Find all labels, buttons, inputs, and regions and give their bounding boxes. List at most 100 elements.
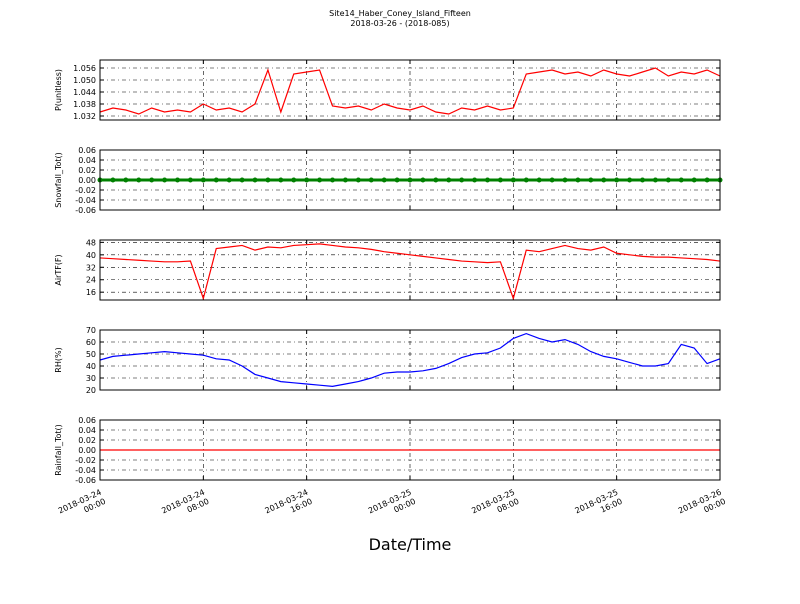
y-tick-label: 0.06 — [78, 416, 96, 425]
y-tick-label: 0.06 — [78, 146, 96, 155]
chart-title: Site14_Haber_Coney_Island_Fifteen — [329, 9, 471, 18]
y-tick-label: -0.02 — [75, 456, 96, 465]
data-point — [497, 177, 503, 183]
x-tick-label: 2018-03-2516:00 — [574, 488, 624, 525]
y-axis-label: Rainfall_Tot() — [54, 424, 63, 476]
y-tick-label: 1.032 — [73, 112, 96, 121]
y-tick-label: 1.044 — [73, 88, 96, 97]
data-point — [278, 177, 284, 183]
y-tick-label: 20 — [86, 386, 96, 395]
data-point — [678, 177, 684, 183]
data-point — [549, 177, 555, 183]
data-point — [485, 177, 490, 183]
data-line — [99, 67, 721, 115]
y-tick-label: 50 — [86, 350, 96, 359]
data-point — [291, 177, 297, 183]
data-point — [330, 177, 335, 183]
chart-subtitle: 2018-03-26 - (2018-085) — [350, 19, 449, 28]
data-line — [99, 332, 721, 388]
x-tick-label: 2018-03-2600:00 — [677, 488, 727, 525]
data-point — [459, 177, 465, 183]
y-tick-label: -0.04 — [75, 196, 96, 205]
y-tick-label: 0.00 — [78, 446, 96, 455]
data-point — [149, 177, 155, 183]
data-point — [562, 177, 568, 183]
y-axis-label: Snowfall_Tot() — [54, 152, 63, 208]
x-tick-label: 2018-03-2416:00 — [264, 488, 314, 525]
plot-frame — [99, 59, 721, 121]
data-point — [575, 177, 581, 183]
data-point — [355, 177, 361, 183]
data-point — [136, 177, 142, 183]
data-point — [252, 177, 258, 183]
y-tick-label: 32 — [86, 263, 96, 272]
y-tick-label: -0.02 — [75, 186, 96, 195]
y-tick-label: 40 — [86, 251, 96, 260]
data-point — [342, 177, 348, 183]
y-tick-label: 0.02 — [78, 436, 96, 445]
data-point — [704, 177, 710, 183]
y-tick-label: 40 — [86, 362, 96, 371]
y-tick-label: 0.00 — [78, 176, 96, 185]
y-tick-label: 1.038 — [73, 100, 96, 109]
y-tick-label: 0.04 — [78, 426, 96, 435]
y-tick-label: 16 — [86, 288, 96, 297]
data-point — [407, 177, 413, 183]
data-point — [588, 177, 594, 183]
y-tick-label: 0.02 — [78, 166, 96, 175]
data-point — [317, 177, 323, 183]
y-axis-label: AirTF(F) — [54, 254, 63, 285]
data-point — [601, 177, 607, 183]
y-tick-label: 1.050 — [73, 76, 96, 85]
y-tick-label: -0.06 — [75, 206, 96, 215]
data-point — [472, 177, 478, 183]
data-point — [239, 177, 245, 183]
plot-frame — [99, 329, 721, 391]
plot-frame — [99, 149, 721, 211]
data-point — [446, 177, 452, 183]
data-point — [510, 177, 516, 183]
data-point — [110, 177, 116, 183]
y-tick-label: 30 — [86, 374, 96, 383]
data-line — [99, 243, 721, 301]
data-point — [433, 177, 439, 183]
y-axis-label: RH(%) — [54, 347, 63, 372]
data-point — [536, 177, 542, 183]
data-point — [627, 177, 633, 183]
y-axis-label: P(unitless) — [54, 69, 63, 111]
data-point — [614, 177, 620, 183]
data-point — [640, 177, 645, 183]
y-tick-label: -0.04 — [75, 466, 96, 475]
x-tick-label: 2018-03-2500:00 — [367, 488, 417, 525]
plot-frame — [99, 239, 721, 301]
data-point — [187, 177, 193, 183]
data-point — [523, 177, 529, 183]
x-axis-label: Date/Time — [369, 535, 452, 554]
x-tick-label: 2018-03-2400:00 — [57, 488, 107, 525]
y-tick-label: 70 — [86, 326, 96, 335]
data-point — [665, 177, 671, 183]
data-point — [226, 177, 232, 183]
data-point — [394, 177, 400, 183]
data-point — [381, 177, 387, 183]
data-point — [265, 177, 271, 183]
y-tick-label: -0.06 — [75, 476, 96, 485]
y-tick-label: 1.056 — [73, 64, 96, 73]
plot-frame — [99, 419, 721, 481]
y-tick-label: 0.04 — [78, 156, 96, 165]
data-point — [213, 177, 219, 183]
data-point — [200, 177, 206, 183]
data-point — [691, 177, 697, 183]
y-tick-label: 48 — [86, 238, 96, 247]
x-tick-label: 2018-03-2508:00 — [470, 488, 520, 525]
y-tick-label: 60 — [86, 338, 96, 347]
data-point — [162, 177, 168, 183]
data-point — [368, 177, 374, 183]
data-point — [304, 177, 310, 183]
data-point — [175, 177, 180, 183]
data-point — [652, 177, 658, 183]
data-point — [123, 177, 129, 183]
y-tick-label: 24 — [86, 276, 96, 285]
x-tick-label: 2018-03-2408:00 — [160, 488, 210, 525]
